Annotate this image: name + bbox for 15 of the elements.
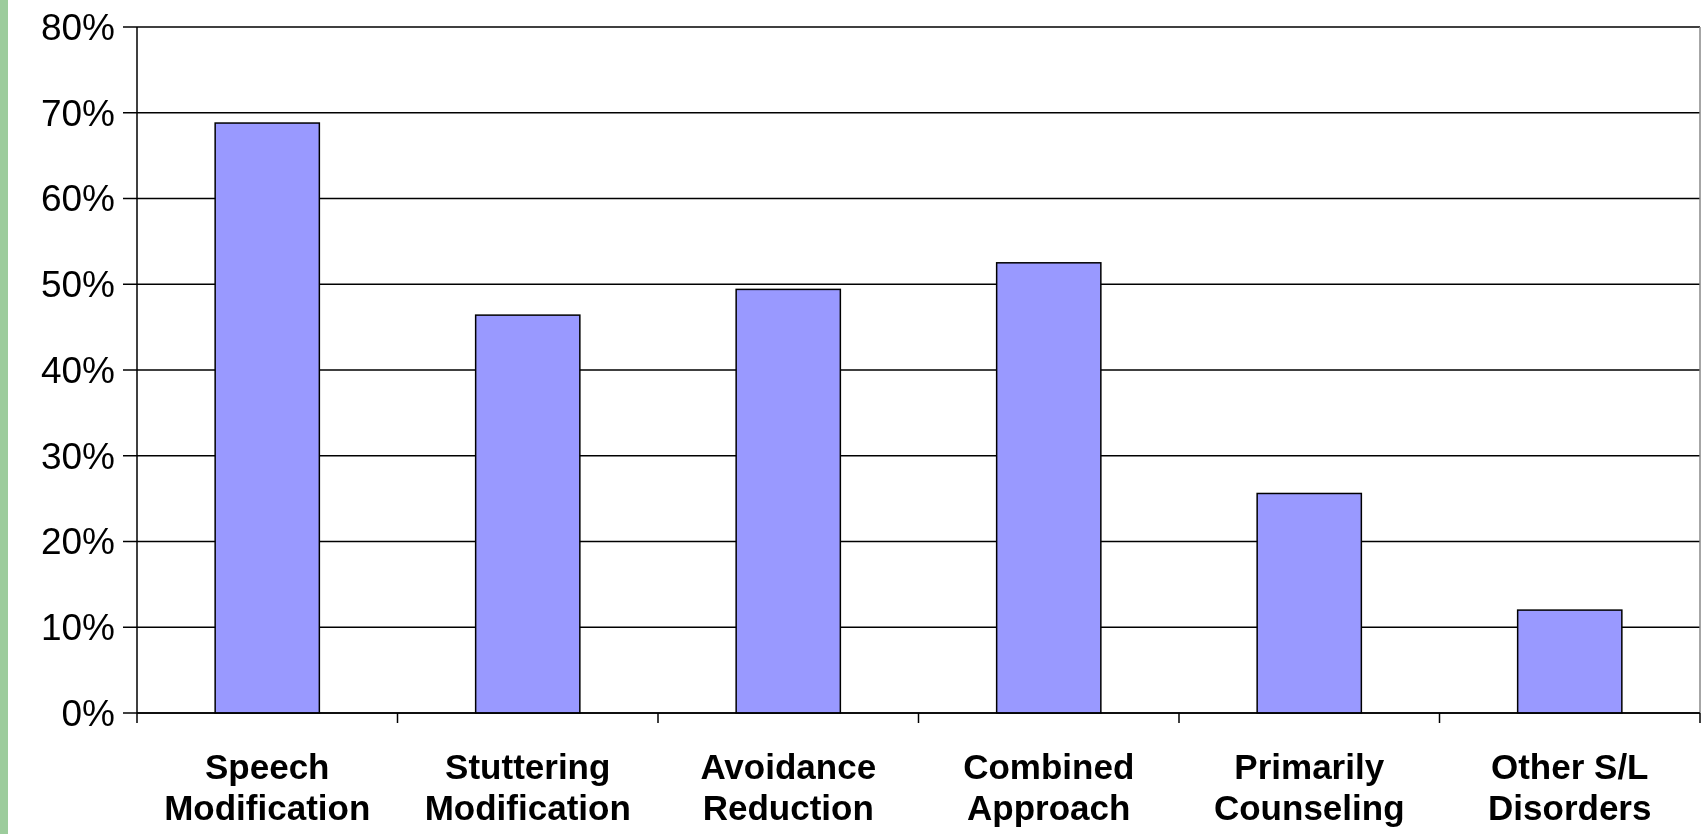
- y-tick-label: 70%: [40, 92, 115, 134]
- y-tick-label: 80%: [40, 6, 115, 48]
- x-tick-label: Stuttering Modification: [424, 747, 631, 827]
- y-tick-label: 20%: [40, 521, 115, 563]
- y-tick-label: 0%: [61, 692, 115, 734]
- x-tick-label: Combined Approach: [963, 747, 1135, 827]
- y-tick-label: 50%: [40, 264, 115, 306]
- x-tick-label: Avoidance Reduction: [700, 747, 877, 827]
- y-tick-label: 40%: [40, 349, 115, 391]
- y-tick-label: 30%: [40, 435, 115, 477]
- x-tick-label: Speech Modification: [164, 747, 371, 827]
- x-tick-label: Other S/L Disorders: [1488, 747, 1652, 827]
- x-tick-label: Primarily Counseling: [1213, 747, 1405, 827]
- y-tick-label: 10%: [40, 607, 115, 649]
- y-tick-label: 60%: [40, 178, 115, 220]
